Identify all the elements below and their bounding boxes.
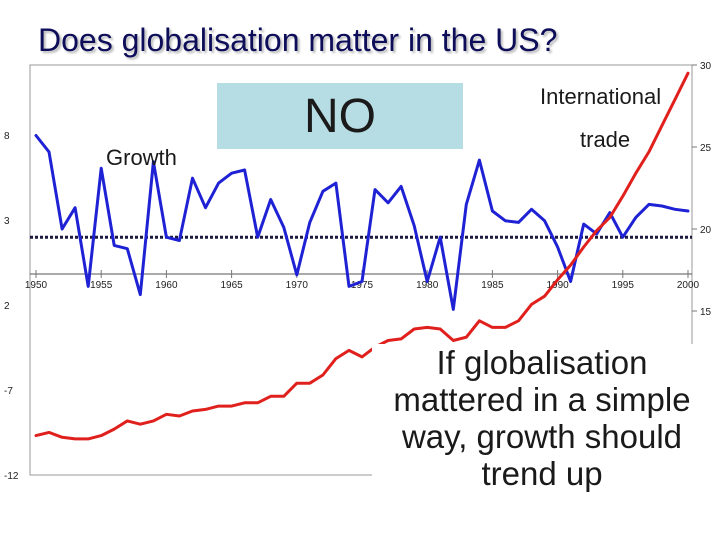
x-tick-label: 1985	[481, 280, 504, 291]
trade-series-label-line1: International	[540, 84, 662, 109]
x-tick-label: 1975	[351, 280, 374, 291]
series-layer	[34, 71, 690, 441]
x-tick-label: 1950	[25, 280, 48, 291]
x-axis-ticks: 1950 1955 1960 1965 1970 1975 1980 1985 1990 1995…	[25, 270, 700, 291]
right-tick-label: 15	[700, 307, 712, 318]
x-tick-label: 2000	[677, 280, 700, 291]
left-tick-label: -12	[4, 471, 19, 482]
slide-title: Does globalisation matter in the US?	[38, 22, 558, 58]
right-tick-label: 20	[700, 225, 712, 236]
growth-series-line	[34, 134, 690, 311]
plot-frame	[29, 64, 693, 476]
x-tick-label: 1965	[220, 280, 243, 291]
note-line: mattered in a simple	[393, 381, 691, 418]
trade-series-line	[34, 71, 690, 441]
right-tick-label: 25	[700, 143, 712, 154]
note-line: If globalisation	[436, 344, 648, 381]
x-tick-label: 1955	[90, 280, 113, 291]
note-line: way, growth should	[401, 418, 683, 455]
x-tick-label: 1970	[286, 280, 309, 291]
x-tick-label: 1990	[546, 280, 569, 291]
x-tick-label: 1980	[416, 280, 439, 291]
trade-series-label-line2: trade	[580, 127, 631, 152]
x-tick-label: 1995	[612, 280, 635, 291]
annotation-note: If globalisation mattered in a simple wa…	[372, 344, 712, 492]
left-tick-label: 3	[4, 216, 10, 227]
left-axis-ticks: 8 3 2 -7 -12	[4, 131, 19, 482]
left-tick-label: 8	[4, 131, 10, 142]
no-box: NO	[217, 83, 463, 149]
note-line: trend up	[481, 455, 603, 492]
x-tick-label: 1960	[155, 280, 178, 291]
left-tick-label: -7	[4, 386, 13, 397]
growth-series-label: Growth	[106, 145, 177, 170]
right-tick-label: 30	[700, 61, 712, 72]
left-tick-label: 2	[4, 301, 10, 312]
